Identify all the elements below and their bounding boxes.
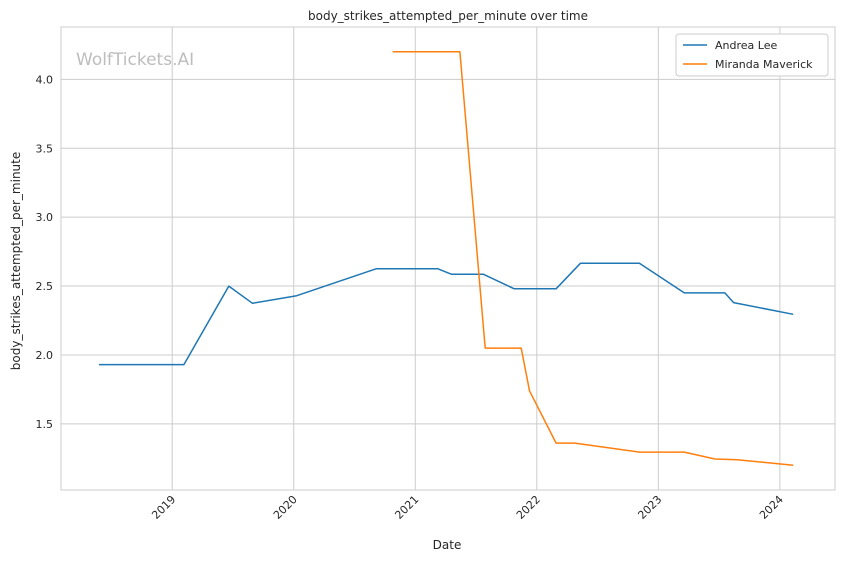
series-group <box>99 51 794 466</box>
x-tick-label: 2022 <box>514 493 543 522</box>
watermark-text: WolfTickets.AI <box>76 50 194 70</box>
series-line-miranda-maverick <box>392 51 794 466</box>
x-tick-label: 2021 <box>392 493 421 522</box>
x-tick-label: 2019 <box>149 493 178 522</box>
legend-label: Miranda Maverick <box>715 58 813 71</box>
plot-area <box>61 27 835 490</box>
y-tick-label: 2.5 <box>36 280 54 293</box>
y-tick-label: 3.5 <box>36 142 54 155</box>
chart-title: body_strikes_attempted_per_minute over t… <box>308 9 588 23</box>
x-tick-label: 2024 <box>757 493 786 522</box>
y-tick-label: 2.0 <box>36 349 54 362</box>
x-axis-label: Date <box>433 538 462 552</box>
y-tick-label: 4.0 <box>36 73 54 86</box>
legend-box <box>675 33 829 77</box>
y-tick-label: 3.0 <box>36 211 54 224</box>
plot-frame <box>60 26 836 491</box>
x-tick-label: 2020 <box>271 493 300 522</box>
x-tick-label: 2023 <box>635 493 664 522</box>
series-line-andrea-lee <box>99 262 794 366</box>
legend-label: Andrea Lee <box>715 39 777 52</box>
y-axis-label: body_strikes_attempted_per_minute <box>9 152 23 370</box>
y-tick-label: 1.5 <box>36 418 54 431</box>
legend: Andrea Lee Miranda Maverick <box>675 33 829 77</box>
